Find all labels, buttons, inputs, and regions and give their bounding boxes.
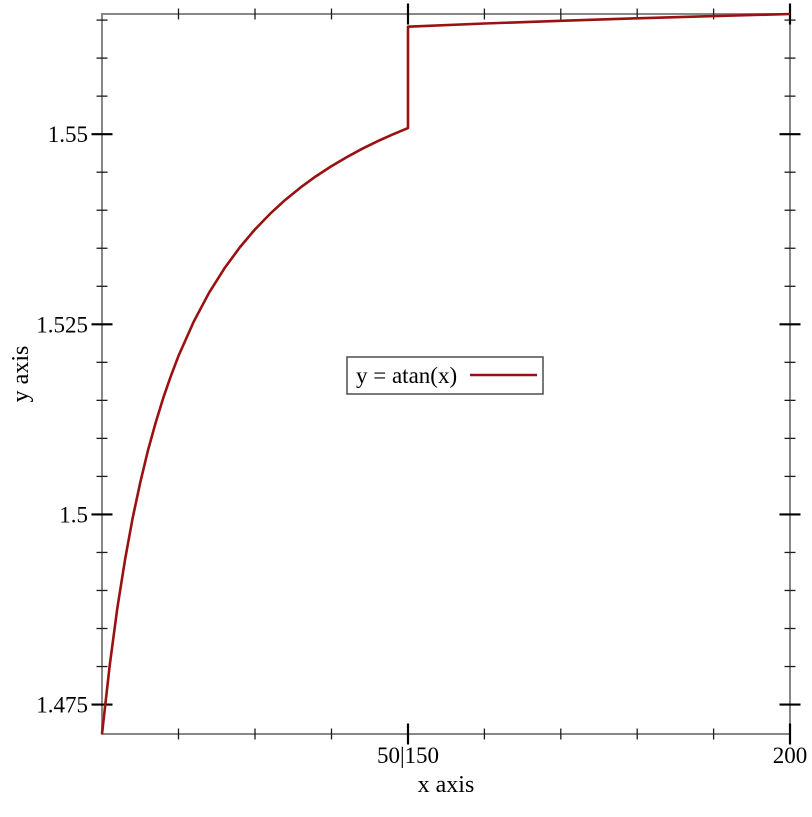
x-tick-label: 200 [773, 743, 808, 768]
y-tick-label: 1.5 [59, 502, 88, 527]
tick-labels-layer: 50|150 200 1.475 1.5 1.525 1.55 [36, 122, 807, 768]
legend-label: y = atan(x) [356, 363, 457, 388]
y-tick-label: 1.55 [48, 122, 88, 147]
x-axis-label: x axis [418, 772, 475, 798]
atan-curve [100, 12, 791, 735]
y-axis-label: y axis [8, 346, 34, 403]
legend: y = atan(x) [346, 356, 544, 395]
x-tick-label: 50|150 [377, 743, 439, 768]
y-tick-label: 1.475 [36, 693, 88, 718]
ticks-layer [91, 3, 801, 745]
plot-frame [101, 13, 791, 735]
y-tick-label: 1.525 [36, 312, 88, 337]
